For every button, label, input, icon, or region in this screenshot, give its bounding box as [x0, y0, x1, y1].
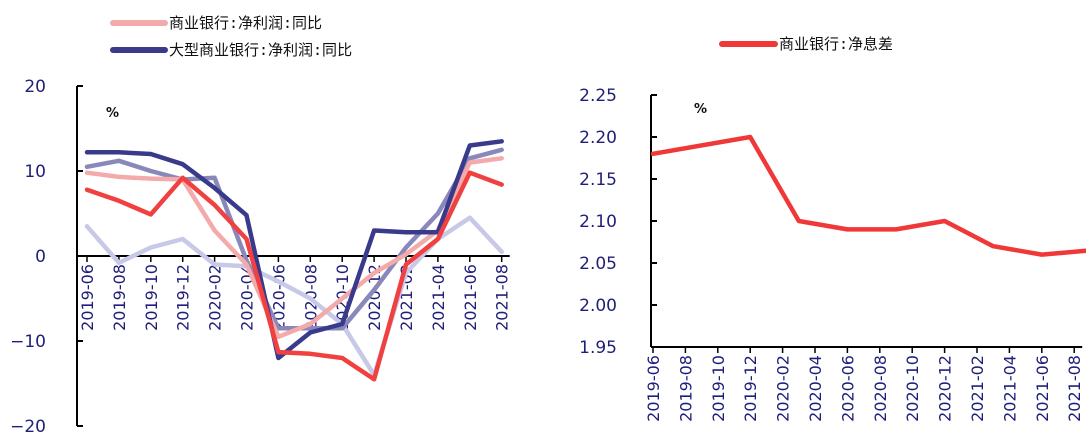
- right-chart: % 2.25 2.20 2.15 2.10 2.05 2.00 1.95 2019-06 201…: [579, 86, 1086, 422]
- left-y-tick-label: −10: [10, 332, 46, 352]
- left-x-tick-label: 2021-04: [429, 264, 448, 331]
- left-series-line-unlabeled-4: [84, 170, 504, 382]
- left-y-tick-label: 0: [35, 247, 46, 267]
- legend-label-commercial-bank-profit: 商业银行:净利润:同比: [169, 14, 322, 32]
- left-x-tick-label: 2021-08: [493, 264, 512, 331]
- left-x-tick-label: 2019-08: [110, 264, 129, 331]
- left-x-tick-label: 2020-02: [206, 264, 225, 331]
- right-y-tick-label: 2.15: [579, 170, 617, 190]
- right-x-tick-label: 2019-12: [741, 355, 760, 422]
- left-x-tick-label: 2019-10: [142, 264, 161, 331]
- left-x-tick-label: 2019-06: [78, 264, 97, 331]
- left-unit-label: %: [106, 106, 119, 121]
- right-y-tick-label: 2.05: [579, 254, 617, 274]
- right-y-tick-label: 1.95: [579, 338, 617, 358]
- left-x-tick-label: 2019-12: [174, 264, 193, 331]
- legend-label-large-bank-profit: 大型商业银行:净利润:同比: [169, 41, 352, 59]
- left-x-tick-label: 2021-06: [461, 264, 480, 331]
- right-x-tick-label: 2021-06: [1033, 355, 1052, 422]
- right-x-tick-label: 2021-02: [968, 355, 987, 422]
- left-axes: 20 10 0 −10 −20 2019-06 2019-08 2019-10 2019-12 2…: [10, 77, 512, 437]
- left-y-tick-label: 10: [24, 162, 46, 182]
- right-x-tick-label: 2020-06: [838, 355, 857, 422]
- left-y-tick-label: 20: [24, 77, 46, 97]
- right-y-tick-label: 2.25: [579, 86, 617, 106]
- right-x-tick-label: 2020-02: [774, 355, 793, 422]
- right-x-tick-label: 2021-04: [1000, 355, 1019, 422]
- left-series-group: [84, 139, 504, 382]
- left-chart: % 20 10 0 −10 −20 2019-06 2019-08 2019-10 2019-1…: [10, 77, 512, 437]
- right-x-tick-label: 2020-10: [903, 355, 922, 422]
- right-x-tick-label: 2020-04: [806, 355, 825, 422]
- right-unit-label: %: [694, 102, 707, 117]
- right-x-tick-label: 2020-08: [871, 355, 890, 422]
- left-series-line-3: [84, 139, 504, 361]
- left-series-line-2: [84, 156, 504, 340]
- left-legend: 商业银行:净利润:同比 大型商业银行:净利润:同比: [110, 14, 352, 59]
- right-x-tick-label: 2019-08: [676, 355, 695, 422]
- right-x-tick-label: 2021-08: [1065, 355, 1084, 422]
- right-x-tick-label: 2020-12: [936, 355, 955, 422]
- right-legend: 商业银行:净息差: [719, 35, 893, 53]
- right-y-tick-label: 2.20: [579, 128, 617, 148]
- right-y-tick-label: 2.00: [579, 296, 617, 316]
- right-axes: 2.25 2.20 2.15 2.10 2.05 2.00 1.95 2019-06 2019-…: [579, 86, 1084, 422]
- right-series-line-0: [650, 134, 1086, 257]
- legend-label-net-interest-margin: 商业银行:净息差: [779, 35, 893, 53]
- right-x-tick-label: 2019-06: [644, 355, 663, 422]
- right-y-tick-label: 2.10: [579, 212, 617, 232]
- right-series-group: [650, 134, 1086, 257]
- left-y-tick-label: −20: [10, 417, 46, 437]
- right-x-tick-label: 2019-10: [709, 355, 728, 422]
